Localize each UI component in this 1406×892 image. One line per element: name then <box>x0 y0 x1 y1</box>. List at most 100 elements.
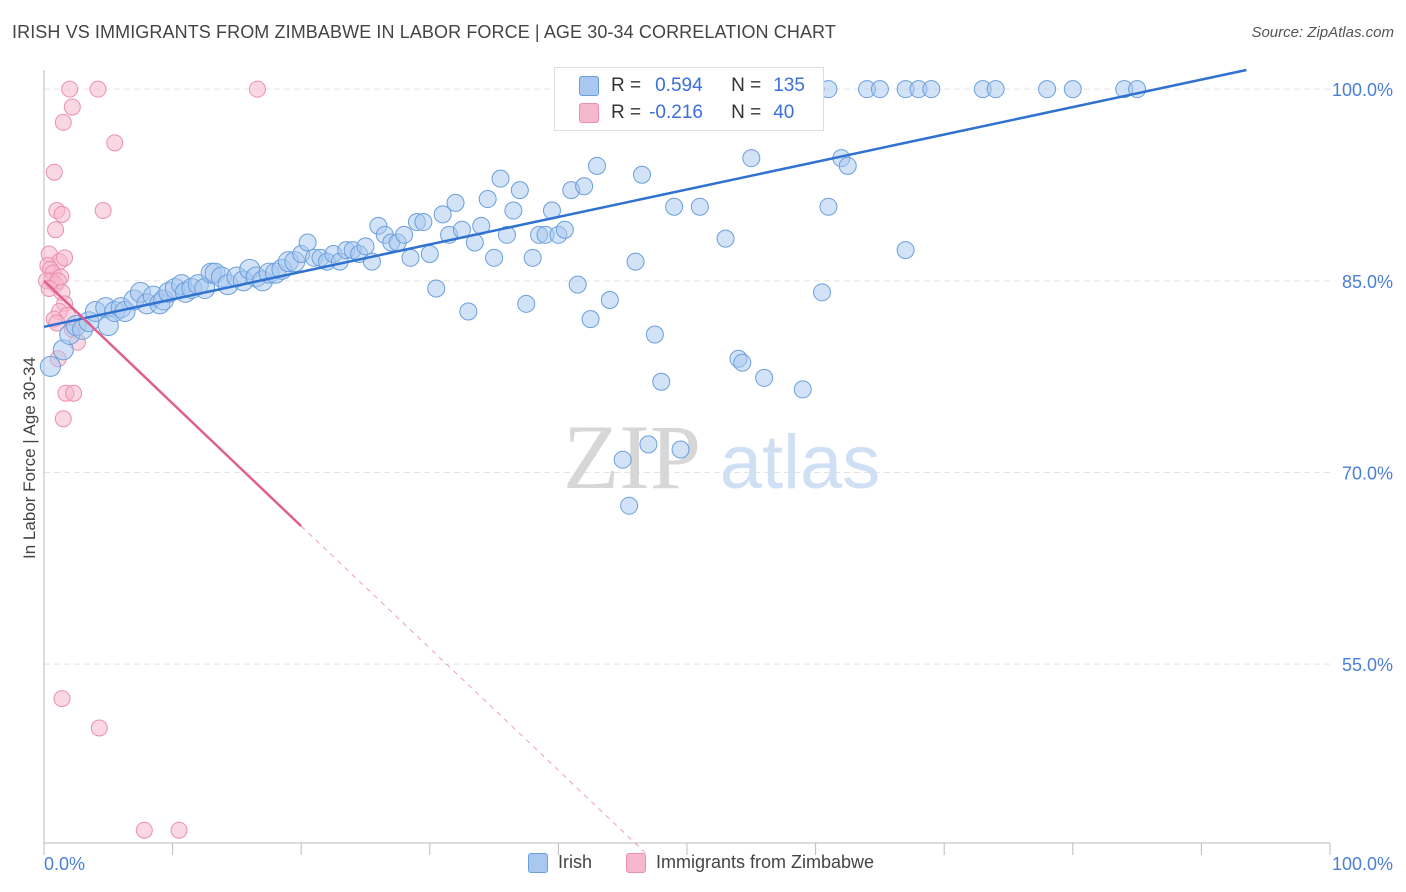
irish-point-85 <box>587 156 606 175</box>
irish-point-128 <box>1063 80 1082 99</box>
zim-r-label: R = <box>611 102 642 123</box>
irish-n-value: 135 <box>773 75 805 96</box>
irish-point-83 <box>575 177 594 196</box>
zim-point-13 <box>56 249 74 267</box>
zim-n-label: N = <box>731 102 762 123</box>
irish-point-80 <box>555 220 574 239</box>
zim-point-35 <box>53 690 71 708</box>
irish-r-label: R = <box>611 75 642 96</box>
zim-point-2 <box>248 80 266 98</box>
irish-point-88 <box>620 496 639 515</box>
stats-row-zim: R = -0.216 N = 40 <box>579 99 794 127</box>
zim-point-37 <box>135 821 153 839</box>
irish-point-84 <box>581 310 600 329</box>
legend-zim-label: Immigrants from Zimbabwe <box>656 852 875 872</box>
irish-point-73 <box>510 181 529 200</box>
zim-point-9 <box>94 202 112 220</box>
irish-point-74 <box>517 294 536 313</box>
irish-r-value: 0.594 <box>655 75 703 96</box>
irish-point-99 <box>733 353 752 372</box>
axes <box>43 70 1331 855</box>
legend: Irish Immigrants from Zimbabwe <box>528 852 896 873</box>
zim-trend-extension <box>300 525 649 857</box>
irish-point-101 <box>755 368 774 387</box>
irish-point-68 <box>478 190 497 209</box>
irish-point-127 <box>1038 80 1057 99</box>
irish-swatch <box>579 76 599 96</box>
legend-item-irish[interactable]: Irish <box>528 852 592 873</box>
irish-point-100 <box>742 149 761 168</box>
x-tick-label-max: 100.0% <box>1332 854 1393 874</box>
irish-point-87 <box>613 450 632 469</box>
irish-point-58 <box>414 213 433 232</box>
irish-point-96 <box>690 197 709 216</box>
irish-point-69 <box>485 248 504 267</box>
irish-point-107 <box>896 241 915 260</box>
legend-zim-swatch <box>626 852 647 873</box>
chart-title: IRISH VS IMMIGRANTS FROM ZIMBABWE IN LAB… <box>12 22 836 42</box>
irish-point-103 <box>813 283 832 302</box>
zim-point-38 <box>170 821 188 839</box>
irish-point-55 <box>395 225 414 244</box>
zim-n-value: 40 <box>773 102 795 123</box>
watermark-atlas: atlas <box>720 420 881 505</box>
irish-point-95 <box>671 440 690 459</box>
irish-point-75 <box>523 248 542 267</box>
irish-point-82 <box>568 275 587 294</box>
y-tick-label-0: 55.0% <box>1342 655 1393 675</box>
irish-point-40 <box>298 233 317 252</box>
y-tick-label-2: 85.0% <box>1342 272 1393 292</box>
irish-point-106 <box>838 156 857 175</box>
irish-point-0 <box>39 355 61 377</box>
irish-point-71 <box>497 225 516 244</box>
irish-point-60 <box>427 279 446 298</box>
zim-point-1 <box>89 80 107 98</box>
y-tick-label-1: 70.0% <box>1342 463 1393 483</box>
irish-point-126 <box>986 80 1005 99</box>
legend-irish-label: Irish <box>558 852 593 872</box>
zim-point-10 <box>47 221 65 239</box>
zim-point-36 <box>90 719 108 737</box>
irish-point-63 <box>446 193 465 212</box>
irish-point-72 <box>504 201 523 220</box>
source-credit: Source: ZipAtlas.com <box>1251 24 1394 41</box>
x-tick-label-min: 0.0% <box>44 854 85 874</box>
irish-point-86 <box>600 290 619 309</box>
zim-point-33 <box>65 384 83 402</box>
zim-point-6 <box>45 163 63 181</box>
zim-swatch <box>579 103 599 123</box>
irish-point-92 <box>645 325 664 344</box>
zim-point-5 <box>106 134 124 152</box>
irish-point-89 <box>626 252 645 271</box>
irish-point-65 <box>459 302 478 321</box>
irish-point-70 <box>491 169 510 188</box>
irish-point-104 <box>819 197 838 216</box>
y-tick-label-3: 100.0% <box>1332 80 1393 100</box>
irish-point-94 <box>665 197 684 216</box>
zim-point-3 <box>63 98 81 116</box>
irish-point-97 <box>716 229 735 248</box>
tick-labels: 55.0% 70.0% 85.0% 100.0% 0.0% 100.0% <box>44 80 1393 874</box>
irish-point-56 <box>401 248 420 267</box>
irish-point-59 <box>420 244 439 263</box>
trend-lines <box>43 68 1247 857</box>
zim-trend-line <box>43 279 303 528</box>
irish-point-124 <box>922 80 941 99</box>
zim-point-8 <box>53 205 71 223</box>
irish-n-label: N = <box>731 75 762 96</box>
zim-point-0 <box>61 80 79 98</box>
irish-trend-line <box>43 68 1247 329</box>
watermark: ZIP atlas <box>563 406 880 508</box>
irish-point-102 <box>793 380 812 399</box>
zim-point-4 <box>54 113 72 131</box>
legend-item-zim[interactable]: Immigrants from Zimbabwe <box>626 852 874 873</box>
stats-row-irish: R = 0.594 N = 135 <box>579 72 805 100</box>
legend-irish-swatch <box>528 852 548 873</box>
grid-lines <box>44 88 1330 665</box>
irish-point-90 <box>632 165 651 184</box>
zim-r-value: -0.216 <box>649 102 703 123</box>
zim-point-34 <box>54 410 72 428</box>
irish-point-93 <box>652 372 671 391</box>
stats-box: R = 0.594 N = 135 R = -0.216 N = 40 <box>554 67 824 131</box>
